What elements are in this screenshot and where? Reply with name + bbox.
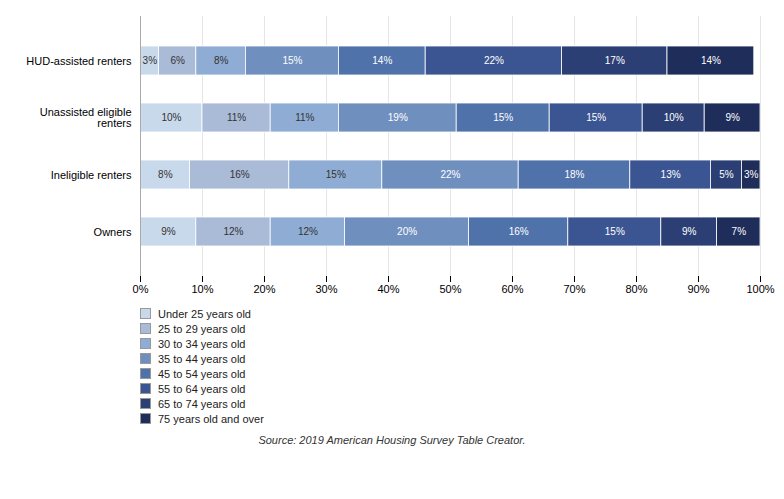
svg-text:14%: 14% <box>372 55 392 66</box>
svg-text:20%: 20% <box>253 283 275 295</box>
svg-text:20%: 20% <box>397 226 417 237</box>
svg-text:13%: 13% <box>661 169 681 180</box>
svg-text:8%: 8% <box>158 169 173 180</box>
html-text:Source: 2019 American Housing: Source: 2019 American Housing Survey Tab… <box>258 434 526 446</box>
svg-text:HUD-assisted renters: HUD-assisted renters <box>26 55 132 67</box>
svg-text:15%: 15% <box>586 112 606 123</box>
svg-text:18%: 18% <box>564 169 584 180</box>
svg-text:10%: 10% <box>664 112 684 123</box>
svg-text:60%: 60% <box>501 283 523 295</box>
html-text:65 to 74 years old: 65 to 74 years old <box>158 397 246 410</box>
svg-text:22%: 22% <box>440 169 460 180</box>
svg-text:0%: 0% <box>133 283 149 295</box>
svg-text:50%: 50% <box>439 283 461 295</box>
svg-text:15%: 15% <box>605 226 625 237</box>
svg-text:3%: 3% <box>744 169 759 180</box>
html-text:75 years old and over: 75 years old and over <box>158 412 264 425</box>
svg-text:22%: 22% <box>484 55 504 66</box>
svg-text:17%: 17% <box>605 55 625 66</box>
svg-text:7%: 7% <box>732 226 747 237</box>
svg-text:6%: 6% <box>170 55 185 66</box>
svg-text:8%: 8% <box>214 55 229 66</box>
html-text:45 to 54 years old: 45 to 54 years old <box>158 367 246 380</box>
svg-text:3%: 3% <box>143 55 158 66</box>
svg-text:Ineligible renters: Ineligible renters <box>51 169 132 181</box>
svg-text:40%: 40% <box>377 283 399 295</box>
html-text:55 to 64 years old: 55 to 64 years old <box>158 382 246 395</box>
svg-text:16%: 16% <box>509 226 529 237</box>
svg-text:15%: 15% <box>282 55 302 66</box>
svg-text:9%: 9% <box>161 226 176 237</box>
svg-text:19%: 19% <box>388 112 408 123</box>
svg-text:30%: 30% <box>315 283 337 295</box>
svg-text:15%: 15% <box>493 112 513 123</box>
svg-text:12%: 12% <box>298 226 318 237</box>
svg-text:70%: 70% <box>563 283 585 295</box>
svg-text:10%: 10% <box>161 112 181 123</box>
svg-text:14%: 14% <box>701 55 721 66</box>
svg-text:11%: 11% <box>295 112 314 123</box>
html-text:35 to 44 years old: 35 to 44 years old <box>158 352 246 365</box>
svg-text:100%: 100% <box>746 283 774 295</box>
svg-text:10%: 10% <box>191 283 213 295</box>
svg-text:Owners: Owners <box>94 226 132 238</box>
svg-text:12%: 12% <box>223 226 243 237</box>
html-text:25 to 29 years old: 25 to 29 years old <box>158 322 246 335</box>
svg-text:90%: 90% <box>687 283 709 295</box>
html-text:30 to 34 years old: 30 to 34 years old <box>158 337 246 350</box>
svg-text:9%: 9% <box>682 226 697 237</box>
svg-text:9%: 9% <box>725 112 740 123</box>
svg-text:15%: 15% <box>326 169 346 180</box>
svg-text:16%: 16% <box>230 169 250 180</box>
svg-text:11%: 11% <box>227 112 246 123</box>
html-text:Under 25 years old: Under 25 years old <box>158 307 251 320</box>
svg-text:Unassisted eligiblerenters: Unassisted eligiblerenters <box>40 106 132 129</box>
svg-text:80%: 80% <box>625 283 647 295</box>
svg-text:5%: 5% <box>719 169 734 180</box>
